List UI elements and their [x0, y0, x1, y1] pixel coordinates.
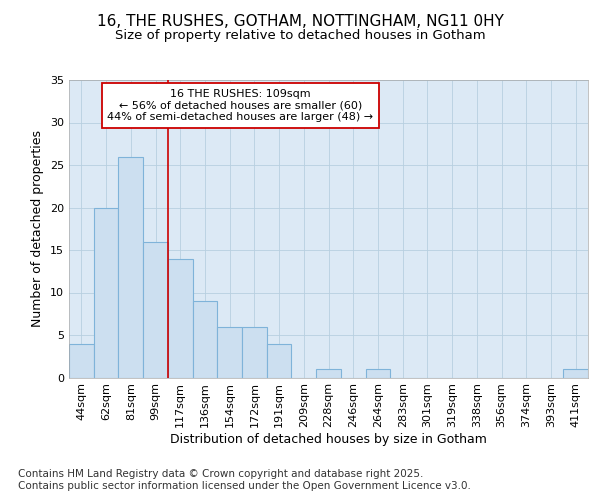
Text: 16, THE RUSHES, GOTHAM, NOTTINGHAM, NG11 0HY: 16, THE RUSHES, GOTHAM, NOTTINGHAM, NG11…: [97, 14, 503, 28]
Text: Contains HM Land Registry data © Crown copyright and database right 2025.: Contains HM Land Registry data © Crown c…: [18, 469, 424, 479]
Text: 16 THE RUSHES: 109sqm
← 56% of detached houses are smaller (60)
44% of semi-deta: 16 THE RUSHES: 109sqm ← 56% of detached …: [107, 89, 373, 122]
Bar: [143, 242, 168, 378]
Bar: [94, 208, 118, 378]
Bar: [242, 326, 267, 378]
Bar: [267, 344, 292, 378]
Bar: [365, 369, 390, 378]
Bar: [118, 156, 143, 378]
Text: Size of property relative to detached houses in Gotham: Size of property relative to detached ho…: [115, 28, 485, 42]
Y-axis label: Number of detached properties: Number of detached properties: [31, 130, 44, 327]
Bar: [69, 344, 94, 378]
Text: Contains public sector information licensed under the Open Government Licence v3: Contains public sector information licen…: [18, 481, 471, 491]
Bar: [168, 258, 193, 378]
Bar: [563, 369, 588, 378]
X-axis label: Distribution of detached houses by size in Gotham: Distribution of detached houses by size …: [170, 433, 487, 446]
Bar: [217, 326, 242, 378]
Bar: [316, 369, 341, 378]
Bar: [193, 301, 217, 378]
